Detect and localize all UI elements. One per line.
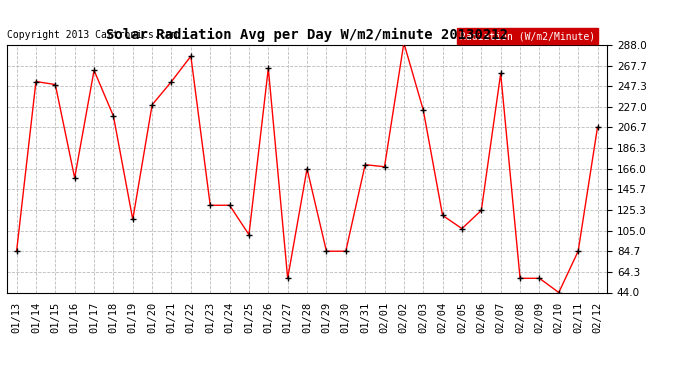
Title: Solar Radiation Avg per Day W/m2/minute 20130212: Solar Radiation Avg per Day W/m2/minute … [106,28,508,42]
Text: Copyright 2013 Cartronics.com: Copyright 2013 Cartronics.com [7,30,177,40]
Text: Radiation (W/m2/Minute): Radiation (W/m2/Minute) [460,31,595,41]
